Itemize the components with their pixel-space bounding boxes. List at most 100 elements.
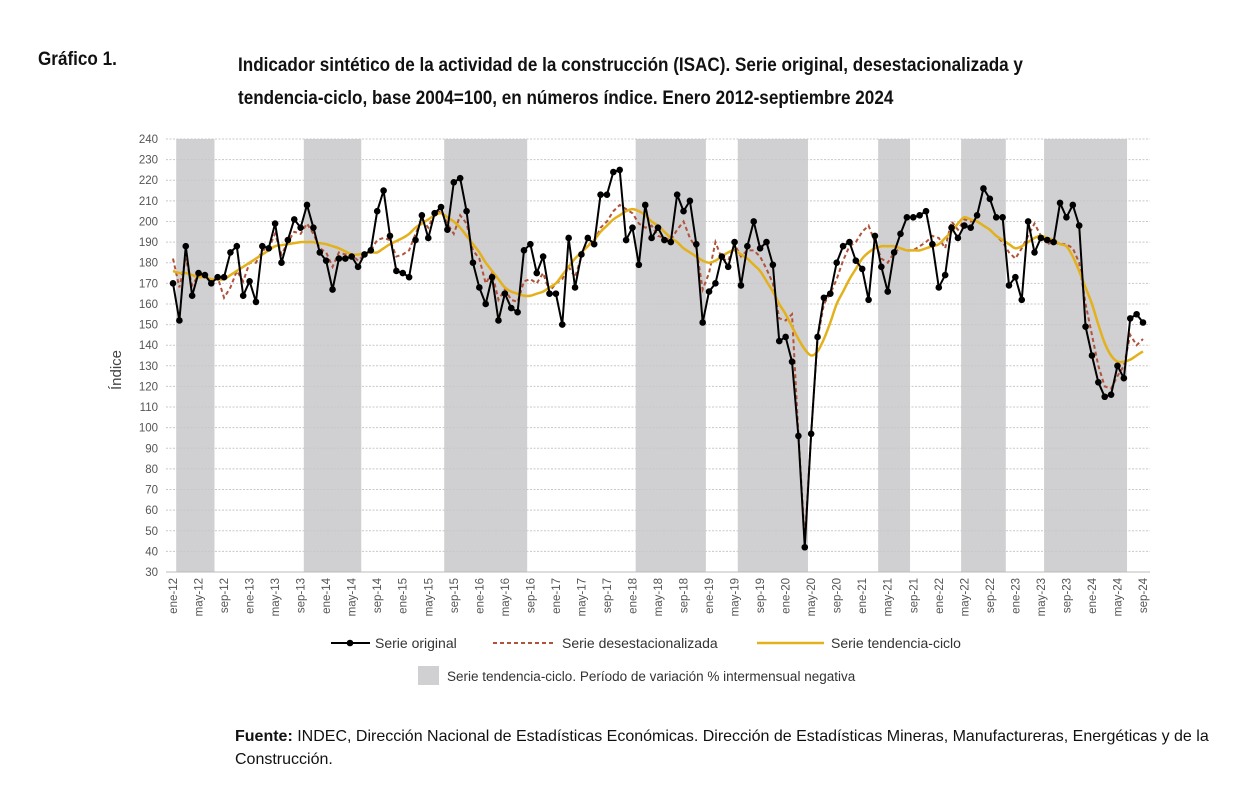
- series-original-point: [361, 251, 368, 258]
- series-original-point: [182, 242, 190, 250]
- legend-label-original: Serie original: [375, 635, 457, 651]
- y-tick-label: 80: [145, 464, 158, 476]
- series-original-point: [775, 337, 783, 345]
- series-original-point: [278, 259, 285, 267]
- x-tick-label: sep-20: [832, 578, 844, 613]
- figure-number: Gráfico 1.: [38, 49, 117, 70]
- series-original-point: [373, 207, 381, 215]
- series-original-point: [884, 288, 892, 295]
- series-original-point: [214, 273, 221, 281]
- series-original-point: [967, 224, 974, 231]
- series-original-point: [233, 242, 241, 250]
- y-tick-label: 190: [139, 237, 158, 249]
- x-tick-label: may-24: [1112, 577, 1124, 616]
- series-original-point: [424, 234, 432, 242]
- series-original-point: [246, 277, 253, 285]
- series-original-point: [578, 251, 585, 258]
- series-original-point: [961, 222, 968, 229]
- x-tick-label: may-13: [270, 578, 282, 616]
- series-original-point: [744, 242, 751, 250]
- y-axis-label: Índice: [108, 350, 125, 390]
- series-original-point: [418, 211, 426, 219]
- x-tick-label: may-16: [500, 578, 512, 616]
- series-original-point: [916, 211, 923, 219]
- x-tick-labels: ene-12 may-12 sep-12 ene-13 may-13 sep-13 ene-…: [168, 577, 1150, 616]
- x-tick-label: ene-23: [1010, 578, 1022, 614]
- series-original-point: [1114, 362, 1121, 370]
- series-original-point: [252, 298, 260, 306]
- y-tick-label: 240: [139, 134, 158, 146]
- series-original-point: [750, 218, 758, 225]
- series-original-point: [1082, 323, 1089, 330]
- series-original-point: [367, 247, 375, 254]
- x-tick-label: sep-19: [755, 578, 767, 613]
- series-original-point: [941, 271, 949, 279]
- series-original-point: [1005, 282, 1013, 289]
- series-original-point: [201, 271, 209, 279]
- series-original-point: [310, 224, 317, 231]
- series-original-point: [546, 290, 553, 297]
- series-original-point: [437, 203, 445, 211]
- gridlines: [166, 138, 1150, 573]
- series-original-point: [814, 333, 821, 341]
- series-original-point: [1063, 214, 1070, 221]
- series-original-point: [533, 269, 541, 277]
- y-tick-label: 170: [139, 278, 158, 290]
- series-original-point: [858, 265, 866, 273]
- y-tick-label: 220: [139, 175, 158, 187]
- series-original-point: [552, 290, 560, 297]
- x-tick-label: ene-22: [934, 578, 946, 614]
- y-tick-label: 30: [145, 567, 158, 579]
- series-original-point: [992, 214, 1000, 221]
- series-original-point: [724, 263, 732, 271]
- series-original-point: [322, 257, 330, 264]
- series-original-point: [1126, 315, 1134, 322]
- shaded-period: [1044, 139, 1128, 572]
- series-original-point: [539, 253, 547, 260]
- series-original-point: [342, 255, 349, 262]
- series-original-point: [699, 319, 706, 326]
- series-original-point: [712, 280, 719, 287]
- shaded-period: [737, 139, 808, 572]
- series-original-point: [386, 232, 394, 240]
- series-original-point: [1133, 310, 1140, 318]
- series-original-point: [661, 236, 668, 244]
- series-original-point: [948, 224, 955, 231]
- series-original-point: [871, 232, 879, 240]
- x-tick-label: ene-17: [551, 578, 563, 614]
- series-original-point: [290, 216, 298, 223]
- series-original-point: [558, 321, 566, 328]
- x-tick-label: sep-14: [372, 577, 384, 613]
- series-original-point: [635, 261, 643, 269]
- x-tick-label: ene-12: [168, 578, 180, 614]
- series-original-point: [986, 195, 994, 203]
- series-original-point: [354, 263, 362, 271]
- x-tick-label: sep-23: [1061, 578, 1073, 613]
- x-tick-label: ene-13: [245, 578, 257, 614]
- series-original-point: [1031, 249, 1038, 256]
- series-original-point: [431, 209, 438, 217]
- series-original-point: [692, 240, 700, 248]
- series-lines: [169, 166, 1147, 551]
- y-tick-label: 90: [145, 443, 158, 455]
- y-tick-label: 70: [145, 485, 158, 497]
- series-original-point: [1069, 201, 1077, 209]
- series-original-point: [469, 259, 477, 267]
- x-tick-label: may-17: [576, 578, 588, 616]
- x-tick-label: ene-20: [781, 578, 793, 614]
- x-tick-label: sep-12: [219, 578, 231, 613]
- series-original-point: [782, 333, 789, 341]
- x-tick-label: ene-14: [321, 577, 333, 613]
- series-original-point: [922, 207, 930, 215]
- series-original-point: [737, 282, 745, 289]
- series-original-point: [571, 284, 579, 291]
- series-original-point: [903, 214, 911, 221]
- y-tick-label: 60: [145, 505, 158, 517]
- y-tick-label: 50: [145, 526, 158, 538]
- x-tick-label: ene-19: [704, 578, 716, 614]
- series-original-point: [284, 236, 292, 244]
- x-tick-label: ene-16: [474, 578, 486, 614]
- series-original-point: [1024, 218, 1032, 225]
- source-label: Fuente:: [235, 728, 293, 745]
- series-original-point: [514, 308, 521, 316]
